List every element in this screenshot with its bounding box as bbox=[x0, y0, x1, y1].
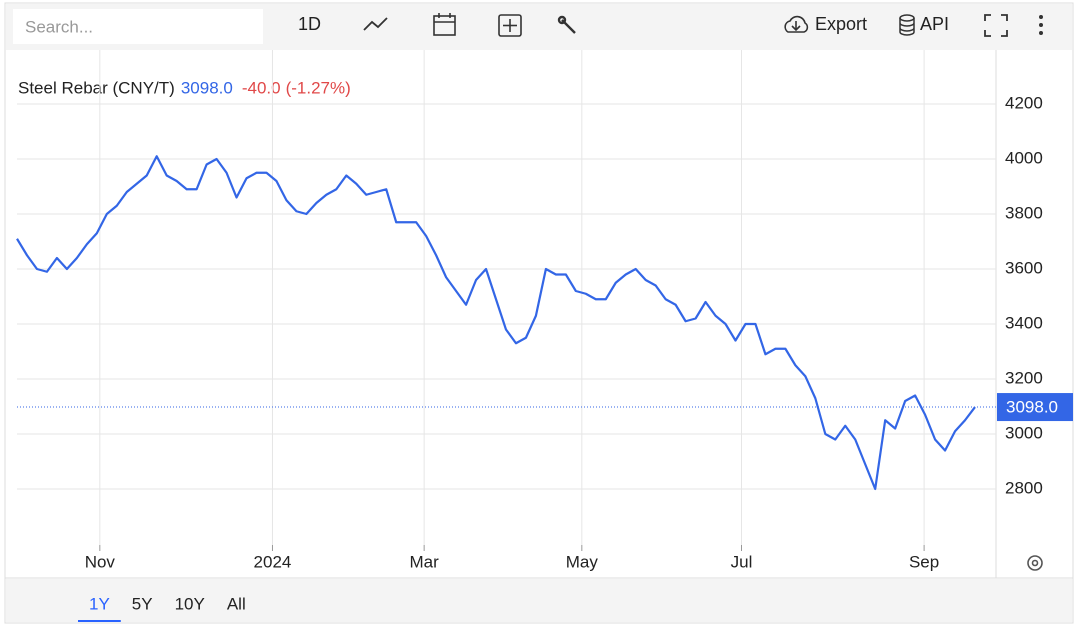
y-tick-label: 3400 bbox=[1005, 313, 1043, 332]
range-button[interactable]: 10Y bbox=[175, 594, 205, 613]
range-bar bbox=[6, 579, 1072, 622]
price-change-percent: (-1.27%) bbox=[286, 78, 351, 97]
y-tick-label: 4000 bbox=[1005, 148, 1043, 167]
export-button[interactable]: Export bbox=[815, 14, 867, 34]
price-line bbox=[16, 155, 976, 491]
y-tick-label: 3800 bbox=[1005, 203, 1043, 222]
search-box[interactable] bbox=[13, 9, 263, 44]
last-price-box bbox=[997, 393, 1073, 422]
y-tick-label: 4200 bbox=[1005, 93, 1043, 112]
interval-button[interactable]: 1D bbox=[298, 14, 321, 34]
fullscreen-icon[interactable] bbox=[984, 14, 1008, 37]
api-button[interactable]: API bbox=[920, 14, 949, 34]
price-change: -40.0 bbox=[242, 78, 281, 97]
y-tick-label: 3200 bbox=[1005, 368, 1043, 387]
last-price-label: 3098.0 bbox=[1006, 398, 1058, 417]
x-tick-label: Nov bbox=[85, 552, 116, 571]
range-button[interactable]: All bbox=[227, 594, 246, 613]
y-tick-label: 3000 bbox=[1005, 423, 1043, 442]
settings-tool-icon[interactable] bbox=[557, 15, 576, 34]
add-indicator-icon[interactable] bbox=[498, 14, 522, 37]
chart-type-icon[interactable] bbox=[363, 17, 388, 31]
search-placeholder: Search... bbox=[25, 17, 93, 36]
menu-icon[interactable] bbox=[1039, 15, 1043, 35]
y-tick-label: 2800 bbox=[1005, 478, 1043, 497]
chart-title: Steel Rebar (CNY/T) bbox=[18, 78, 175, 97]
x-tick-label: May bbox=[566, 552, 599, 571]
x-tick-label: Mar bbox=[410, 552, 440, 571]
x-tick-label: Jul bbox=[731, 552, 753, 571]
api-icon[interactable] bbox=[899, 14, 915, 36]
x-tick-label: Sep bbox=[909, 552, 939, 571]
x-tick-label: 2024 bbox=[254, 552, 292, 571]
frame bbox=[4, 2, 1074, 624]
last-price: 3098.0 bbox=[181, 78, 233, 97]
range-button[interactable]: 5Y bbox=[132, 594, 153, 613]
calendar-icon[interactable] bbox=[433, 13, 456, 36]
y-tick-label: 3600 bbox=[1005, 258, 1043, 277]
range-button[interactable]: 1Y bbox=[89, 594, 110, 613]
gear-icon[interactable] bbox=[1027, 555, 1043, 571]
export-icon[interactable] bbox=[784, 15, 809, 33]
